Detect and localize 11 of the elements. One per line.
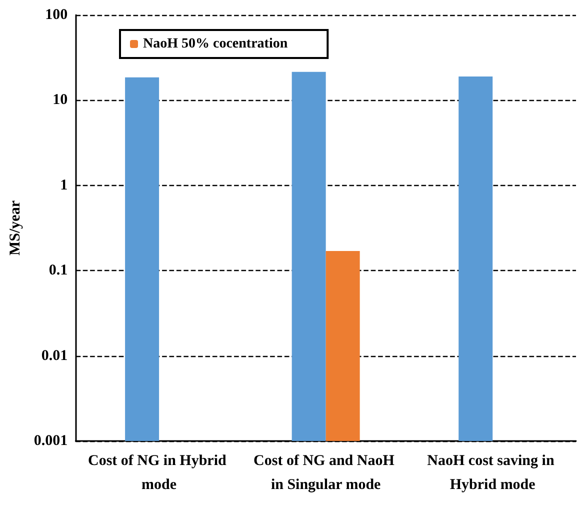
y-tick-label: 0.001 (34, 433, 68, 449)
y-tick-label: 0.1 (48, 262, 68, 279)
x-tick-label: Cost of NG in Hybrid mode (88, 453, 230, 493)
x-tick-label: Cost of NG and NaoH in Singular mode (254, 453, 398, 493)
legend-label: NaoH 50% cocentration (143, 36, 288, 52)
y-tick-label: 1 (60, 177, 68, 194)
x-tick-label: NaoH cost saving in Hybrid mode (427, 453, 558, 493)
y-tick-label: 10 (52, 92, 68, 108)
y-tick-label: 0.01 (41, 348, 68, 364)
y-axis-title: MS/year (8, 200, 24, 256)
y-tick-label: 100 (45, 7, 68, 23)
